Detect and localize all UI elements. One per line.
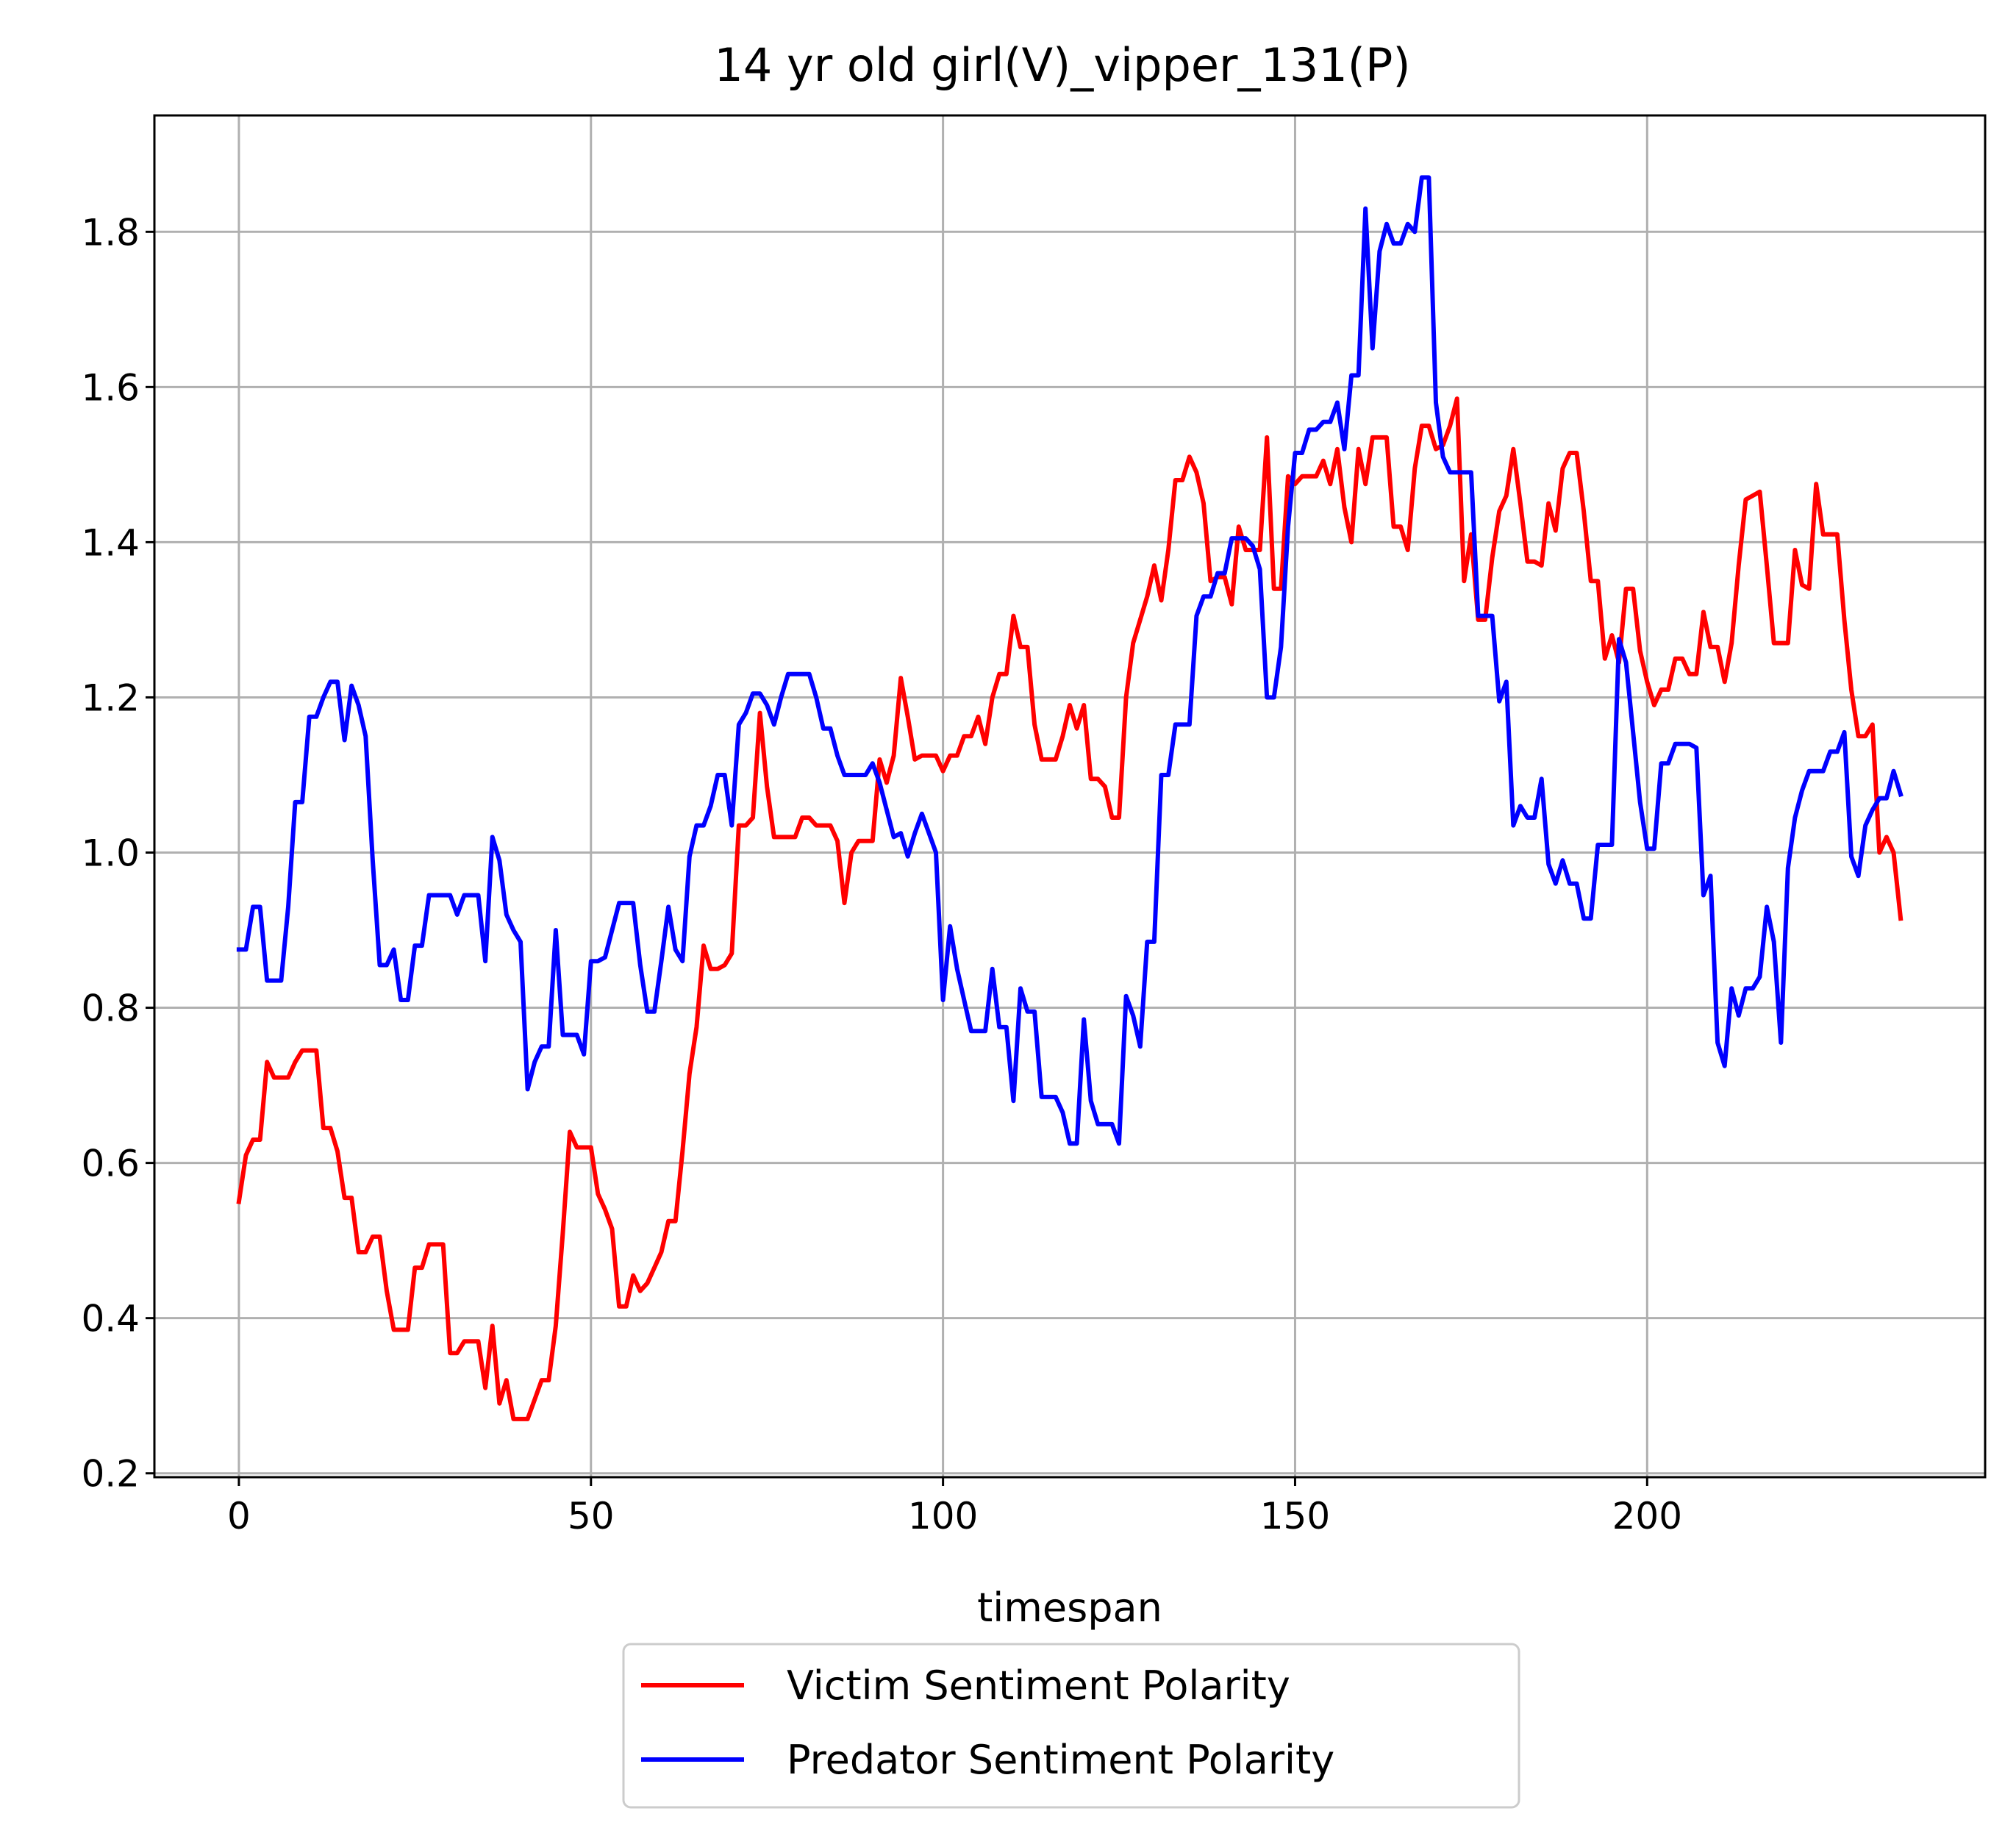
- y-tick-label: 1.6: [81, 366, 140, 409]
- x-tick-label: 150: [1260, 1495, 1330, 1537]
- legend: Victim Sentiment Polarity Predator Senti…: [622, 1643, 1520, 1809]
- y-tick-label: 0.2: [81, 1453, 140, 1496]
- grid: [154, 115, 1985, 1477]
- x-tick-label: 0: [227, 1495, 251, 1537]
- legend-box: [622, 1643, 1520, 1809]
- y-tick-label: 1.0: [81, 832, 140, 875]
- y-tick-label: 1.4: [81, 521, 140, 564]
- x-axis-ticks: 0 50 100 150 200: [227, 1477, 1682, 1537]
- legend-label-victim: Victim Sentiment Polarity: [787, 1662, 1290, 1709]
- y-tick-label: 0.6: [81, 1143, 140, 1185]
- x-tick-label: 200: [1612, 1495, 1682, 1537]
- y-tick-label: 1.2: [81, 676, 140, 719]
- chart-title: 14 yr old girl(V)_vipper_131(P): [714, 38, 1410, 92]
- predator-sentiment-line: [236, 175, 1904, 1146]
- plot-frame: [153, 114, 1987, 1479]
- y-axis-ticks: 0.2 0.4 0.6 0.8 1.0 1.2 1.4 1.6 1.8: [81, 211, 154, 1496]
- y-tick-label: 0.8: [81, 987, 140, 1030]
- x-tick-label: 100: [908, 1495, 978, 1537]
- x-axis-label: timespan: [977, 1585, 1162, 1631]
- victim-sentiment-line: [236, 396, 1904, 1421]
- legend-label-predator: Predator Sentiment Polarity: [787, 1737, 1334, 1783]
- y-tick-label: 0.4: [81, 1298, 140, 1340]
- series-lines: [236, 175, 1904, 1421]
- x-tick-label: 50: [568, 1495, 615, 1537]
- y-tick-label: 1.8: [81, 211, 140, 254]
